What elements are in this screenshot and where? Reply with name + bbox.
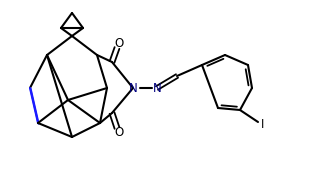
- Text: N: N: [153, 82, 161, 94]
- Text: O: O: [114, 36, 124, 50]
- Text: I: I: [261, 119, 265, 131]
- Text: O: O: [114, 126, 124, 140]
- Text: N: N: [128, 82, 137, 94]
